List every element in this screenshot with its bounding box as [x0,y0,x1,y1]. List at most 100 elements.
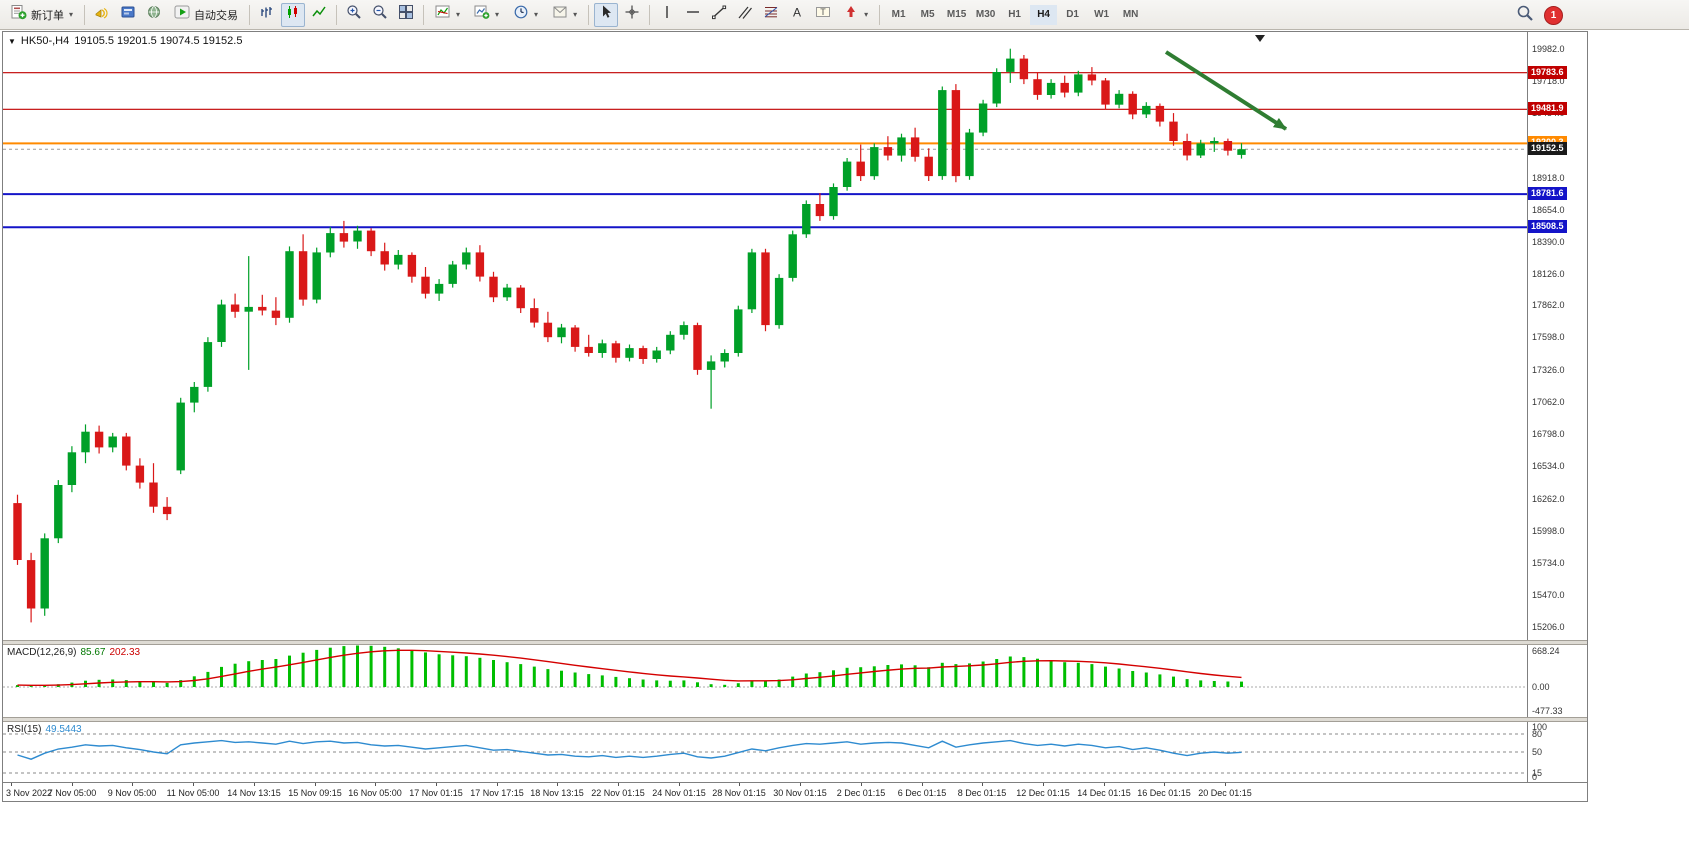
time-axis-label: 16 Nov 05:00 [348,788,402,798]
timeframe-w1-button[interactable]: W1 [1094,9,1110,20]
price-line-label: 19783.6 [1528,66,1567,79]
price-axis-label: 15998.0 [1532,526,1565,536]
crosshair-button[interactable] [620,3,644,27]
panel-splitter[interactable] [3,640,1587,645]
macd-panel[interactable]: MACD(12,26,9) 85.67 202.33 [3,645,1527,717]
time-axis-label: 17 Nov 01:15 [409,788,463,798]
time-tick [132,783,133,786]
price-axis-label: 18654.0 [1532,205,1565,215]
price-axis-label: 16798.0 [1532,429,1565,439]
symbol-period-label: HK50-,H4 [20,35,70,47]
line-chart-button[interactable] [307,3,331,27]
trendline-button[interactable] [707,3,731,27]
zoom-in-icon [346,4,362,25]
timeframe-m5-button[interactable]: M5 [920,9,935,20]
timeframe-m30-button[interactable]: M30 [975,9,996,20]
time-axis-label: 11 Nov 05:00 [166,788,220,798]
tile-windows-button[interactable] [394,3,418,27]
time-axis-label: 2 Dec 01:15 [836,788,886,798]
community-button[interactable] [142,3,166,27]
candlestick-plot[interactable] [3,32,1527,640]
time-axis[interactable]: 3 Nov 2022 7 Nov 05:00 9 Nov 05:00 11 Nov 0… [3,782,1587,801]
time-tick [1104,783,1105,786]
main-chart-panel[interactable]: ▼ HK50-,H4 19105.5 19201.5 19074.5 19152… [3,32,1527,640]
toolbar-separator [84,4,86,25]
timeframe-d1-button[interactable]: D1 [1066,9,1079,20]
arrows-button[interactable]: ▾ [837,3,874,27]
price-axis-label: 17062.0 [1532,397,1565,407]
time-tick [679,783,680,786]
time-axis-label: 8 Dec 01:15 [957,788,1007,798]
horizontal-line-button[interactable] [681,3,705,27]
rsi-plot [3,733,1527,774]
text-icon: A [789,4,805,25]
price-axis[interactable]: 19982.019718.019454.019190.018918.018654… [1527,32,1586,640]
macd-plot [3,645,1527,688]
time-axis-label: 14 Nov 13:15 [227,788,281,798]
text-button[interactable]: A [785,3,809,27]
search-icon [1516,4,1534,27]
horizontal-line-icon [685,4,701,25]
channel-button[interactable] [733,3,757,27]
macd-label: MACD(12,26,9) 85.67 202.33 [7,647,141,658]
chevron-down-icon: ▾ [456,10,461,19]
cursor-button[interactable] [594,2,619,27]
main-toolbar: 新订单 ▾ 自动交易 ▾ ▾ [0,0,1689,30]
zoom-out-button[interactable] [368,3,392,27]
macd-signal-value: 202.33 [109,647,141,658]
bar-chart-button[interactable] [255,3,279,27]
indicators-button[interactable]: ▾ [429,3,466,27]
timeframe-h1-button[interactable]: H1 [1008,9,1021,20]
arrow-object-icon [843,4,859,25]
text-label-icon: T [815,4,831,25]
crosshair-icon [624,4,640,25]
macd-axis-label: -477.33 [1532,706,1563,716]
new-chart-icon [474,4,490,25]
rsi-axis-label: 0 [1532,772,1538,782]
new-order-label: 新订单 [31,9,64,22]
templates-button[interactable]: ▾ [546,3,583,27]
timeframe-mn-button[interactable]: MN [1122,9,1139,20]
horn-icon [94,4,110,25]
periods-button[interactable]: ▾ [507,3,544,27]
candlestick-chart-button[interactable] [281,2,306,27]
time-tick [375,783,376,786]
fibonacci-button[interactable] [759,3,783,27]
time-axis-label: 9 Nov 05:00 [107,788,157,798]
template-icon [552,4,568,25]
macd-axis: 668.24 0.00 -477.33 [1527,645,1586,717]
toolbar-separator [588,4,590,25]
macd-axis-label: 668.24 [1532,646,1560,656]
toolbar-separator [879,4,881,25]
play-icon [174,4,190,25]
search-button[interactable] [1513,3,1537,27]
price-axis-label: 18918.0 [1532,173,1565,183]
time-axis-label: 18 Nov 13:15 [530,788,584,798]
autotrading-button[interactable]: 自动交易 [168,3,244,27]
new-order-button[interactable]: 新订单 ▾ [5,3,79,27]
macd-axis-label: 0.00 [1532,682,1550,692]
time-tick [11,783,12,786]
panel-splitter[interactable] [3,717,1587,722]
time-tick [315,783,316,786]
profiles-button[interactable] [116,3,140,27]
globe-icon [146,4,162,25]
notification-badge[interactable]: 1 [1544,5,1563,25]
one-click-trading-arrow-icon[interactable]: ▼ [8,36,16,46]
price-axis-label: 15470.0 [1532,590,1565,600]
new-chart-button[interactable]: ▾ [468,3,505,27]
rsi-panel[interactable]: RSI(15) 49.5443 [3,722,1527,782]
price-axis-label: 18126.0 [1532,269,1565,279]
time-axis-label: 12 Dec 01:15 [1016,788,1070,798]
price-axis-label: 17326.0 [1532,365,1565,375]
time-tick [436,783,437,786]
vertical-line-button[interactable] [655,3,679,27]
zoom-in-button[interactable] [342,3,366,27]
timeframe-m1-button[interactable]: M1 [891,9,906,20]
timeframe-h4-button[interactable]: H4 [1030,4,1058,25]
timeframe-m15-button[interactable]: M15 [946,9,967,20]
time-axis-label: 22 Nov 01:15 [591,788,645,798]
fibonacci-icon [763,4,779,25]
text-label-button[interactable]: T [811,3,835,27]
news-button[interactable] [90,3,114,27]
